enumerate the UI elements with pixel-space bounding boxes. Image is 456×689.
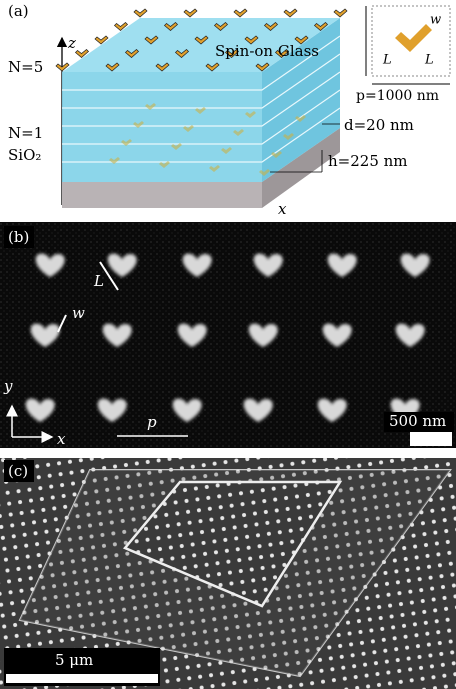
period-label: p (147, 413, 157, 431)
panel-label: (b) (8, 228, 29, 246)
panel-c: (c) 5 μm (0, 452, 456, 689)
antenna (134, 9, 147, 17)
glass-label: Spin-on Glass (215, 42, 319, 60)
antenna (284, 9, 297, 17)
period-label: p=1000 nm (356, 88, 439, 104)
scale-label: 500 nm (389, 412, 446, 430)
height-label: h=225 nm (328, 152, 408, 170)
inset-label: L (424, 53, 434, 68)
substrate-label: SiO₂ (8, 146, 41, 164)
axis-label: x (278, 200, 287, 218)
substrate-front (62, 182, 262, 208)
antenna (334, 9, 347, 17)
axis-label: x (57, 430, 66, 448)
panel-label: (a) (8, 2, 29, 20)
scale-bar (6, 674, 158, 683)
antenna (234, 9, 247, 17)
panel-b: (b) L w y x p 500 nm (0, 222, 456, 448)
separator (0, 452, 456, 458)
axis-label: y (3, 377, 13, 395)
spacing-label: d=20 nm (344, 116, 414, 134)
panel-a: (a) z x N=5 N=1 SiO₂ Spin-on Glass d=20 … (8, 2, 450, 218)
scale-bar (410, 432, 452, 446)
panel-label: (c) (8, 462, 28, 480)
inset-label: w (430, 13, 441, 28)
layer-label: N=5 (8, 58, 43, 76)
inset-label: L (382, 53, 392, 68)
axis-label: z (67, 34, 76, 52)
antenna (184, 9, 197, 17)
figure: (a) z x N=5 N=1 SiO₂ Spin-on Glass d=20 … (0, 0, 456, 689)
width-label: w (72, 304, 85, 322)
layer-label: N=1 (8, 124, 43, 142)
scale-label: 5 μm (55, 651, 93, 669)
length-label: L (93, 272, 104, 290)
v-antenna (395, 24, 432, 52)
